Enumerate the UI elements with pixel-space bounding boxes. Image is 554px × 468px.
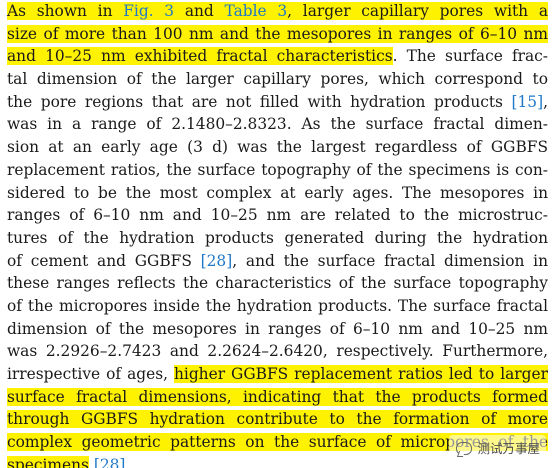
reference-link[interactable]: [28]: [200, 251, 233, 270]
text-segment: ranges of 6–10 nm and 10–25 nm are relat…: [7, 206, 548, 225]
text-line: these ranges reflects the characteristic…: [7, 272, 548, 295]
body-paragraph: As shown in Fig. 3 and Table 3, larger c…: [7, 0, 549, 468]
text-segment: tal dimension of the larger capillary po…: [7, 70, 548, 89]
highlighted-text: through GGBFS hydration contribute to th…: [7, 410, 548, 429]
text-line: size of more than 100 nm and the mesopor…: [7, 23, 548, 46]
highlighted-text: , larger capillary pores with a: [287, 2, 549, 20]
watermark-text: 测试万事屋: [477, 441, 540, 456]
text-line: ranges of 6–10 nm and 10–25 nm are relat…: [7, 204, 548, 227]
text-segment: irrespective of ages,: [7, 365, 174, 383]
text-line: surface fractal dimensions, indicating t…: [7, 386, 548, 409]
highlighted-text: and 10–25 nm exhibited fractal character…: [7, 47, 393, 66]
text-segment: of cement and GGBFS: [7, 251, 201, 270]
text-line: and 10–25 nm exhibited fractal character…: [7, 45, 548, 68]
text-line: replacement ratios, the surface topograp…: [7, 159, 548, 182]
text-line: dimension of the mesopores in ranges of …: [7, 318, 548, 341]
text-line: tures of the hydration products generate…: [7, 227, 548, 250]
highlighted-text: specimens: [7, 455, 89, 468]
reference-link[interactable]: Fig. 3: [123, 2, 175, 20]
text-segment: sion at an early age (3 d) was the large…: [7, 138, 548, 157]
text-line: was in a range of 2.1480–2.8323. As the …: [7, 113, 548, 136]
text-line: of cement and GGBFS [28], and the surfac…: [7, 250, 548, 273]
text-line: the pore regions that are not filled wit…: [7, 91, 548, 114]
text-segment: the pore regions that are not filled wit…: [7, 92, 512, 111]
text-line: of the micropores inside the hydration p…: [7, 295, 548, 318]
watermark: 测试万事屋: [449, 435, 546, 460]
text-line: specimens [28].: [7, 454, 548, 468]
chat-bubble-icon: [455, 440, 473, 456]
text-line: complex geometric patterns on the surfac…: [7, 431, 548, 454]
text-segment: these ranges reflects the characteristic…: [7, 274, 548, 293]
highlighted-text: complex geometric patterns on the surfac…: [7, 433, 548, 452]
text-line: sidered to be the most complex at early …: [7, 182, 548, 205]
text-line: sion at an early age (3 d) was the large…: [7, 136, 548, 159]
text-segment: .: [125, 455, 131, 468]
text-segment: , and the surface fractal dimension in: [232, 251, 549, 270]
text-segment: was in a range of 2.1480–2.8323. As the …: [7, 115, 548, 134]
text-segment: ,: [543, 92, 548, 111]
text-segment: dimension of the mesopores in ranges of …: [7, 319, 548, 338]
highlighted-text: higher GGBFS replacement ratios led to l…: [174, 365, 548, 383]
reference-link[interactable]: [28]: [93, 455, 126, 468]
text-segment: was 2.2926–2.7423 and 2.2624–2.6420, res…: [7, 342, 548, 361]
text-segment: sidered to be the most complex at early …: [7, 183, 548, 202]
highlighted-text: size of more than 100 nm and the mesopor…: [7, 24, 548, 43]
highlighted-text: As shown in: [7, 2, 124, 20]
reference-link[interactable]: [15]: [511, 92, 544, 111]
reference-link[interactable]: Table 3: [224, 2, 288, 20]
text-segment: tures of the hydration products generate…: [7, 228, 548, 247]
text-line: through GGBFS hydration contribute to th…: [7, 408, 548, 431]
highlighted-text: surface fractal dimensions, indicating t…: [7, 387, 548, 406]
text-line: irrespective of ages, higher GGBFS repla…: [7, 363, 548, 386]
text-line: As shown in Fig. 3 and Table 3, larger c…: [7, 0, 549, 23]
text-segment: of the micropores inside the hydration p…: [7, 296, 548, 315]
text-line: was 2.2926–2.7423 and 2.2624–2.6420, res…: [7, 340, 548, 363]
text-segment: . The surface frac-: [392, 47, 549, 66]
text-segment: replacement ratios, the surface topograp…: [7, 160, 548, 179]
text-line: tal dimension of the larger capillary po…: [7, 68, 548, 91]
highlighted-text: and: [174, 2, 225, 20]
